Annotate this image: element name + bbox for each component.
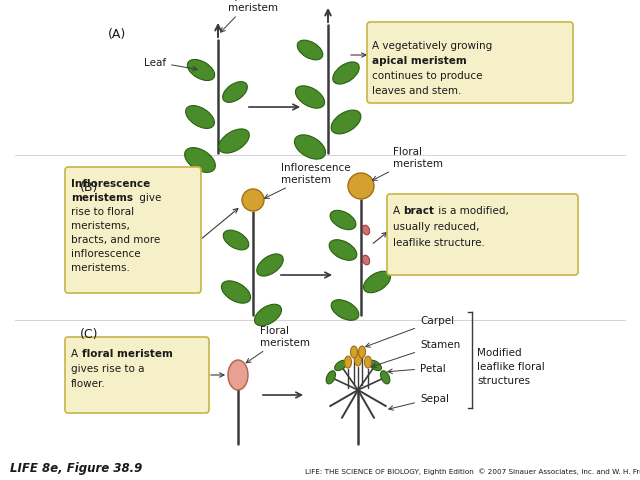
- Text: Floral
meristem: Floral meristem: [246, 326, 310, 363]
- Text: (B): (B): [80, 180, 99, 193]
- Ellipse shape: [223, 231, 249, 251]
- Ellipse shape: [362, 256, 370, 265]
- Text: A: A: [393, 205, 403, 216]
- Text: flower.: flower.: [71, 378, 106, 388]
- Text: Floral
meristem: Floral meristem: [372, 147, 443, 181]
- Ellipse shape: [331, 111, 361, 134]
- Ellipse shape: [358, 346, 365, 358]
- Text: gives rise to a: gives rise to a: [71, 363, 145, 373]
- Ellipse shape: [219, 130, 249, 154]
- Text: Inflorescence: Inflorescence: [71, 179, 150, 189]
- Text: rise to floral: rise to floral: [71, 206, 134, 216]
- Text: Petal: Petal: [388, 363, 445, 374]
- Ellipse shape: [351, 346, 358, 358]
- Text: LIFE 8e, Figure 38.9: LIFE 8e, Figure 38.9: [10, 461, 142, 474]
- Text: bract: bract: [403, 205, 434, 216]
- Text: Modified: Modified: [477, 347, 522, 357]
- Ellipse shape: [294, 135, 326, 160]
- Ellipse shape: [365, 356, 371, 368]
- Text: bracts, and more: bracts, and more: [71, 235, 160, 244]
- Text: leaflike structure.: leaflike structure.: [393, 238, 485, 248]
- Ellipse shape: [329, 240, 357, 261]
- Ellipse shape: [331, 300, 359, 321]
- Text: apical meristem: apical meristem: [372, 56, 467, 66]
- Text: (C): (C): [80, 327, 99, 340]
- Text: floral meristem: floral meristem: [82, 348, 173, 358]
- Text: meristems: meristems: [71, 192, 133, 203]
- Text: Sepal: Sepal: [388, 393, 449, 410]
- Ellipse shape: [188, 60, 214, 81]
- Ellipse shape: [335, 360, 347, 371]
- Text: meristems,: meristems,: [71, 220, 130, 230]
- Text: meristems.: meristems.: [71, 263, 130, 273]
- FancyBboxPatch shape: [387, 194, 578, 276]
- Text: Stamen: Stamen: [372, 339, 460, 368]
- Ellipse shape: [223, 83, 247, 103]
- Text: Leaf: Leaf: [144, 58, 197, 72]
- Ellipse shape: [330, 211, 356, 230]
- Ellipse shape: [344, 356, 351, 368]
- Text: LIFE: THE SCIENCE OF BIOLOGY, Eighth Edition  © 2007 Sinauer Associates, Inc. an: LIFE: THE SCIENCE OF BIOLOGY, Eighth Edi…: [305, 468, 640, 474]
- Text: usually reduced,: usually reduced,: [393, 222, 479, 231]
- Ellipse shape: [355, 354, 362, 366]
- Ellipse shape: [221, 281, 251, 303]
- Ellipse shape: [255, 305, 282, 326]
- Text: continues to produce: continues to produce: [372, 71, 483, 81]
- Ellipse shape: [369, 360, 381, 371]
- Ellipse shape: [186, 107, 214, 129]
- Ellipse shape: [185, 148, 215, 173]
- FancyBboxPatch shape: [367, 23, 573, 104]
- Ellipse shape: [326, 371, 335, 384]
- Circle shape: [242, 190, 264, 212]
- Text: leaflike floral: leaflike floral: [477, 361, 545, 371]
- Ellipse shape: [364, 272, 390, 293]
- Ellipse shape: [228, 360, 248, 390]
- Text: A vegetatively growing: A vegetatively growing: [372, 41, 492, 51]
- Ellipse shape: [296, 87, 324, 109]
- Text: give: give: [136, 192, 161, 203]
- Ellipse shape: [381, 371, 390, 384]
- Text: A: A: [71, 348, 81, 358]
- Text: leaves and stem.: leaves and stem.: [372, 86, 461, 96]
- Text: Vegetative
apical
meristem: Vegetative apical meristem: [221, 0, 284, 33]
- Ellipse shape: [257, 254, 284, 276]
- Text: inflorescence: inflorescence: [71, 249, 141, 258]
- Text: structures: structures: [477, 375, 530, 385]
- Ellipse shape: [333, 63, 359, 85]
- Text: Carpel: Carpel: [365, 315, 454, 348]
- FancyBboxPatch shape: [65, 337, 209, 413]
- Text: Inflorescence
meristem: Inflorescence meristem: [264, 163, 351, 199]
- Ellipse shape: [297, 41, 323, 61]
- Text: (A): (A): [108, 28, 126, 41]
- Text: is a modified,: is a modified,: [435, 205, 509, 216]
- FancyBboxPatch shape: [65, 168, 201, 293]
- Ellipse shape: [362, 226, 370, 235]
- Circle shape: [348, 174, 374, 200]
